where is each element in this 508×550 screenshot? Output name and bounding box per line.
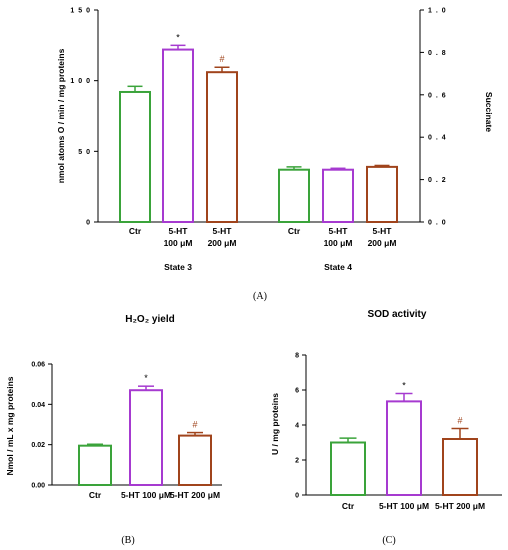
chart-b-category-label: Ctr — [89, 490, 102, 500]
chart-c-y-tick-label: 8 — [295, 353, 299, 360]
chart-c-significance-mark: * — [402, 381, 406, 391]
chart-c-y-tick-label: 4 — [295, 423, 299, 430]
chart-a-right-y-tick-label: 0 . 0 — [428, 220, 447, 227]
chart-c-y-tick-label: 6 — [295, 388, 299, 395]
chart-c: SOD activity 0 2 4 6 8 Ctr * 5-HT 100 μM #5-HT … — [270, 309, 502, 546]
chart-a-axes — [97, 10, 421, 223]
chart-a-category-label: Ctr — [288, 226, 301, 236]
chart-a-y-axis-label: nmol atoms O / min / mg proteins — [56, 48, 66, 183]
chart-a-significance-mark: * — [176, 32, 180, 42]
panel-label-a: (A) — [253, 291, 267, 302]
chart-a-category-label: 5-HT — [213, 226, 233, 236]
chart-b: H₂O₂ yield 0.00 0.02 0.04 0.06 Ctr * 5-HT 100… — [5, 314, 222, 546]
chart-b-y-ticks: 0.00 0.02 0.04 0.06 — [31, 362, 52, 490]
chart-c-bar — [330, 441, 366, 496]
chart-c-y-tick-label: 0 — [295, 493, 299, 500]
chart-c-category-label: 5-HT 100 μM — [379, 501, 429, 511]
chart-a-group-label: State 3 — [164, 262, 192, 272]
chart-a-right-y-tick-label: 0 . 6 — [428, 92, 447, 99]
chart-a-category-label: Ctr — [129, 226, 142, 236]
chart-c-y-axis-label: U / mg proteins — [270, 393, 280, 455]
chart-a-bar — [366, 165, 398, 224]
chart-a-category-label: 5-HT — [169, 226, 189, 236]
chart-c-title: SOD activity — [368, 309, 427, 320]
chart-a-group-label: State 4 — [324, 262, 352, 272]
chart-c-y-tick-label: 2 — [295, 458, 299, 465]
chart-b-significance-mark: * — [144, 373, 148, 383]
chart-b-y-tick-label: 0.02 — [31, 442, 45, 449]
chart-a-category-label: 100 μM — [324, 238, 353, 248]
chart-a-bar — [278, 168, 310, 223]
panel-label-b: (B) — [121, 535, 134, 546]
chart-a: 0 5 0 1 0 0 1 5 0 0 . 0 0 . 2 0 . 4 0 . 6 0 . 8… — [56, 8, 494, 303]
chart-b-bar — [78, 444, 112, 486]
chart-c-significance-mark: # — [457, 416, 462, 426]
chart-a-right-y-tick-label: 0 . 8 — [428, 50, 447, 57]
chart-c-category-label: 5-HT 200 μM — [435, 501, 485, 511]
chart-a-category-label: 200 μM — [368, 238, 397, 248]
chart-a-right-axis-label: Succinate — [484, 92, 494, 132]
chart-a-bar — [119, 90, 151, 224]
chart-a-bar — [162, 48, 194, 223]
chart-c-y-ticks: 0 2 4 6 8 — [295, 353, 306, 500]
chart-a-right-y-tick-label: 0 . 2 — [428, 177, 447, 184]
chart-c-bar — [442, 438, 478, 496]
chart-b-y-tick-label: 0.06 — [31, 362, 45, 369]
chart-c-bars: Ctr * 5-HT 100 μM #5-HT 200 μM — [330, 381, 485, 511]
chart-a-category-label: 5-HT — [329, 226, 349, 236]
chart-a-right-y-ticks: 0 . 0 0 . 2 0 . 4 0 . 6 0 . 8 1 . 0 — [420, 8, 447, 227]
chart-b-y-axis-label: Nmol / mL x mg proteins — [5, 376, 15, 475]
chart-b-bar — [129, 389, 163, 487]
chart-a-category-label: 100 μM — [164, 238, 193, 248]
chart-a-category-label: 5-HT — [373, 226, 393, 236]
chart-a-right-y-tick-label: 0 . 4 — [428, 135, 447, 142]
chart-a-y-tick-label: 1 0 0 — [70, 78, 91, 85]
chart-a-y-ticks: 0 5 0 1 0 0 1 5 0 — [70, 8, 98, 227]
chart-b-bar — [178, 434, 212, 487]
chart-b-y-tick-label: 0.04 — [31, 402, 45, 409]
chart-b-category-label: 5-HT 200 μM — [170, 490, 220, 500]
chart-b-title: H₂O₂ yield — [125, 314, 174, 325]
chart-b-bars: Ctr * 5-HT 100 μM #5-HT 200 μM — [78, 373, 220, 500]
chart-a-y-tick-label: 0 — [86, 220, 91, 227]
chart-b-category-label: 5-HT 100 μM — [121, 490, 171, 500]
chart-a-bar — [206, 71, 238, 224]
chart-c-bar — [386, 400, 422, 496]
chart-a-bars: Ctr * 5-HT 100 μM #5-HT 200 μM State 3 Ctr 5-HT 1… — [119, 32, 398, 272]
chart-b-significance-mark: # — [192, 420, 197, 430]
chart-a-significance-mark: # — [219, 54, 224, 64]
panel-label-c: (C) — [382, 535, 395, 546]
chart-c-category-label: Ctr — [342, 501, 355, 511]
chart-a-bar — [322, 168, 354, 223]
chart-a-right-y-tick-label: 1 . 0 — [428, 8, 447, 15]
chart-a-category-label: 200 μM — [208, 238, 237, 248]
chart-a-y-tick-label: 5 0 — [78, 149, 91, 156]
chart-b-y-tick-label: 0.00 — [31, 483, 45, 490]
chart-a-y-tick-label: 1 5 0 — [70, 8, 91, 15]
